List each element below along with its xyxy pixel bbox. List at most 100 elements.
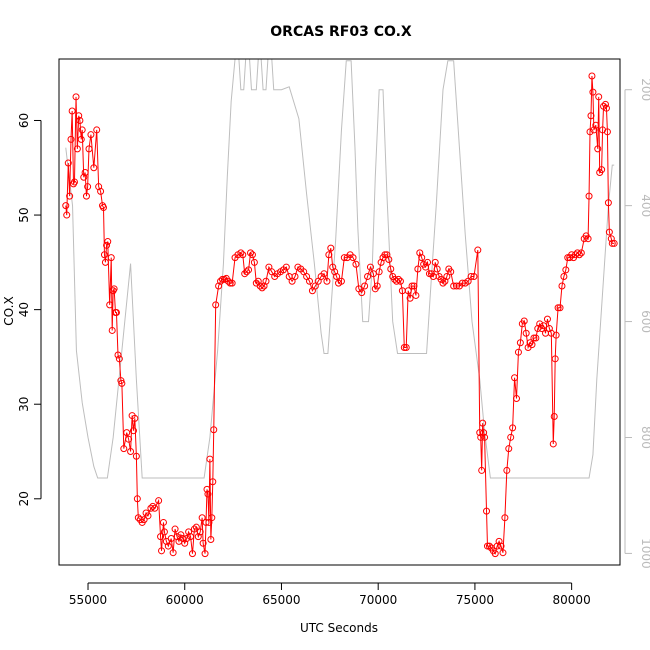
co-point bbox=[532, 334, 540, 342]
co-point bbox=[198, 514, 206, 522]
co-point bbox=[149, 502, 157, 510]
co-point bbox=[505, 445, 513, 453]
co-point bbox=[545, 325, 553, 333]
co-point bbox=[385, 256, 393, 264]
co-point bbox=[179, 535, 187, 543]
co-point bbox=[291, 273, 299, 281]
co-point bbox=[599, 126, 607, 134]
co-point bbox=[66, 192, 74, 200]
co-point bbox=[241, 270, 249, 278]
co-point bbox=[364, 273, 372, 281]
co-point bbox=[85, 145, 93, 153]
co-point bbox=[556, 304, 564, 312]
co-point bbox=[82, 192, 90, 200]
co-point bbox=[260, 282, 268, 290]
co-point bbox=[169, 549, 177, 557]
co-point bbox=[507, 433, 515, 441]
co-point bbox=[217, 277, 225, 285]
co-point bbox=[589, 88, 597, 96]
co-point bbox=[204, 490, 212, 498]
co-point bbox=[333, 273, 341, 281]
co-point bbox=[190, 525, 198, 533]
co-point bbox=[164, 542, 172, 550]
co-point bbox=[181, 539, 189, 547]
x-axis-label: UTC Seconds bbox=[300, 621, 378, 635]
co-point bbox=[320, 270, 328, 278]
co-point bbox=[185, 528, 193, 536]
co-point bbox=[562, 266, 570, 274]
co-point bbox=[147, 504, 155, 512]
co-point bbox=[125, 435, 133, 443]
co-point bbox=[594, 145, 602, 153]
co-point bbox=[171, 525, 179, 533]
co-point bbox=[536, 320, 544, 328]
co-point bbox=[212, 301, 220, 309]
co-point bbox=[497, 542, 505, 550]
y2-tick-label: 800 bbox=[639, 426, 650, 449]
co-point bbox=[493, 542, 501, 550]
co-point bbox=[101, 258, 109, 266]
co-point bbox=[104, 238, 112, 246]
co-point bbox=[262, 277, 270, 285]
co-point bbox=[476, 429, 484, 437]
co-point bbox=[499, 549, 507, 557]
co-point bbox=[62, 202, 70, 210]
co-point bbox=[201, 550, 209, 558]
co-point bbox=[210, 426, 218, 434]
co-point bbox=[478, 466, 486, 474]
co-point bbox=[100, 251, 108, 259]
co-point bbox=[250, 258, 258, 266]
co-point bbox=[483, 507, 491, 515]
co-point bbox=[237, 249, 245, 257]
co-point bbox=[112, 308, 120, 316]
co-point bbox=[73, 145, 81, 153]
co-point bbox=[585, 192, 593, 200]
co-point bbox=[554, 304, 562, 312]
co-point bbox=[586, 128, 594, 136]
co-point bbox=[598, 166, 606, 174]
co-point bbox=[352, 260, 360, 268]
co-point bbox=[610, 239, 618, 247]
x-tick-label: 60000 bbox=[166, 593, 204, 607]
co-point bbox=[406, 294, 414, 302]
x-tick-label: 65000 bbox=[262, 593, 300, 607]
co-point bbox=[481, 433, 489, 441]
co-point bbox=[509, 424, 517, 432]
x-tick-label: 80000 bbox=[553, 593, 591, 607]
co-point bbox=[160, 528, 168, 536]
co-point bbox=[396, 277, 404, 285]
co-point bbox=[377, 258, 385, 266]
y2-tick-label: 600 bbox=[639, 310, 650, 333]
co-point bbox=[81, 168, 89, 176]
y-tick-label: 40 bbox=[17, 302, 31, 317]
co-point bbox=[373, 282, 381, 290]
co-point bbox=[549, 440, 557, 448]
co-point bbox=[183, 535, 191, 543]
co-point bbox=[387, 265, 395, 273]
co-point bbox=[208, 514, 216, 522]
co-point bbox=[485, 542, 493, 550]
co-point bbox=[530, 334, 538, 342]
co-point bbox=[495, 537, 503, 545]
co-series bbox=[62, 72, 618, 558]
co-point bbox=[247, 249, 255, 257]
co-point bbox=[215, 282, 223, 290]
co-point bbox=[239, 251, 247, 259]
co-point bbox=[306, 277, 314, 285]
x-tick-label: 75000 bbox=[456, 593, 494, 607]
co-point bbox=[416, 249, 424, 257]
co-point bbox=[327, 244, 335, 252]
co-point bbox=[68, 107, 76, 115]
co-point bbox=[528, 341, 536, 349]
axes: 55000 60000 65000 70000 75000 80000 20 30 40 50 60… bbox=[17, 78, 650, 607]
co-point bbox=[402, 343, 410, 351]
co-point bbox=[437, 275, 445, 283]
co-point bbox=[245, 266, 253, 274]
co-point bbox=[601, 100, 609, 108]
co-point bbox=[331, 268, 339, 276]
co-point bbox=[103, 241, 111, 249]
co-point bbox=[424, 258, 432, 266]
co-point bbox=[177, 531, 185, 539]
co-point bbox=[573, 249, 581, 257]
